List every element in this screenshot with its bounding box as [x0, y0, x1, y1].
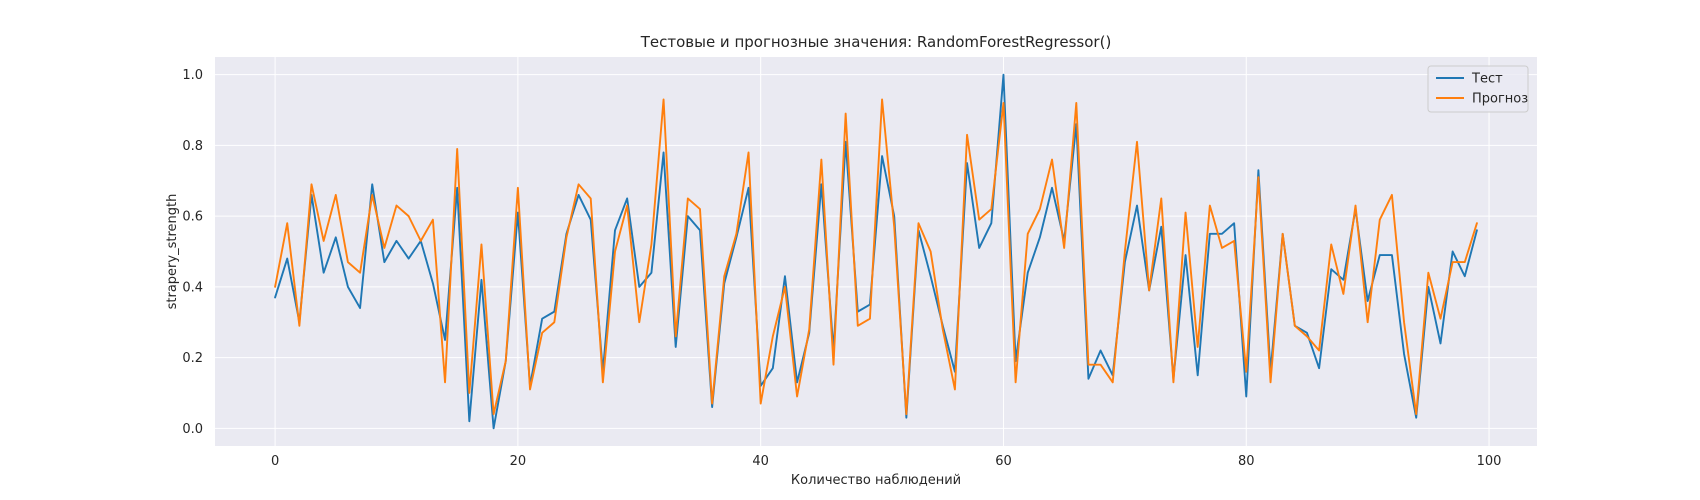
x-tick-label: 0 — [271, 454, 279, 469]
y-tick-label: 1.0 — [182, 68, 203, 83]
x-tick-label: 100 — [1477, 454, 1502, 469]
y-tick-label: 0.4 — [182, 280, 203, 295]
series-layer — [274, 73, 1478, 430]
x-tick-label: 20 — [510, 454, 527, 469]
y-tick-label: 0.2 — [182, 351, 203, 366]
x-axis-label: Количество наблюдений — [791, 473, 961, 488]
y-tick-label: 0.6 — [182, 210, 203, 225]
x-tick-label: 40 — [752, 454, 769, 469]
series-line-1 — [274, 98, 1478, 416]
legend-label-forecast: Прогноз — [1472, 92, 1528, 107]
y-tick-label: 0.0 — [182, 422, 203, 437]
y-tick-label: 0.8 — [182, 139, 203, 154]
grid — [215, 57, 1537, 446]
chart-title: Тестовые и прогнозные значения: RandomFo… — [640, 33, 1112, 51]
y-tick-labels: 0.0 0.2 0.4 0.6 0.8 1.0 — [182, 68, 203, 437]
legend-label-test: Тест — [1471, 72, 1503, 87]
x-tick-labels: 0 20 40 60 80 100 — [271, 454, 1502, 469]
x-tick-label: 80 — [1238, 454, 1255, 469]
legend: Тест Прогноз — [1427, 65, 1529, 113]
y-axis-label: strapery_strength — [165, 194, 180, 310]
x-tick-label: 60 — [995, 454, 1012, 469]
